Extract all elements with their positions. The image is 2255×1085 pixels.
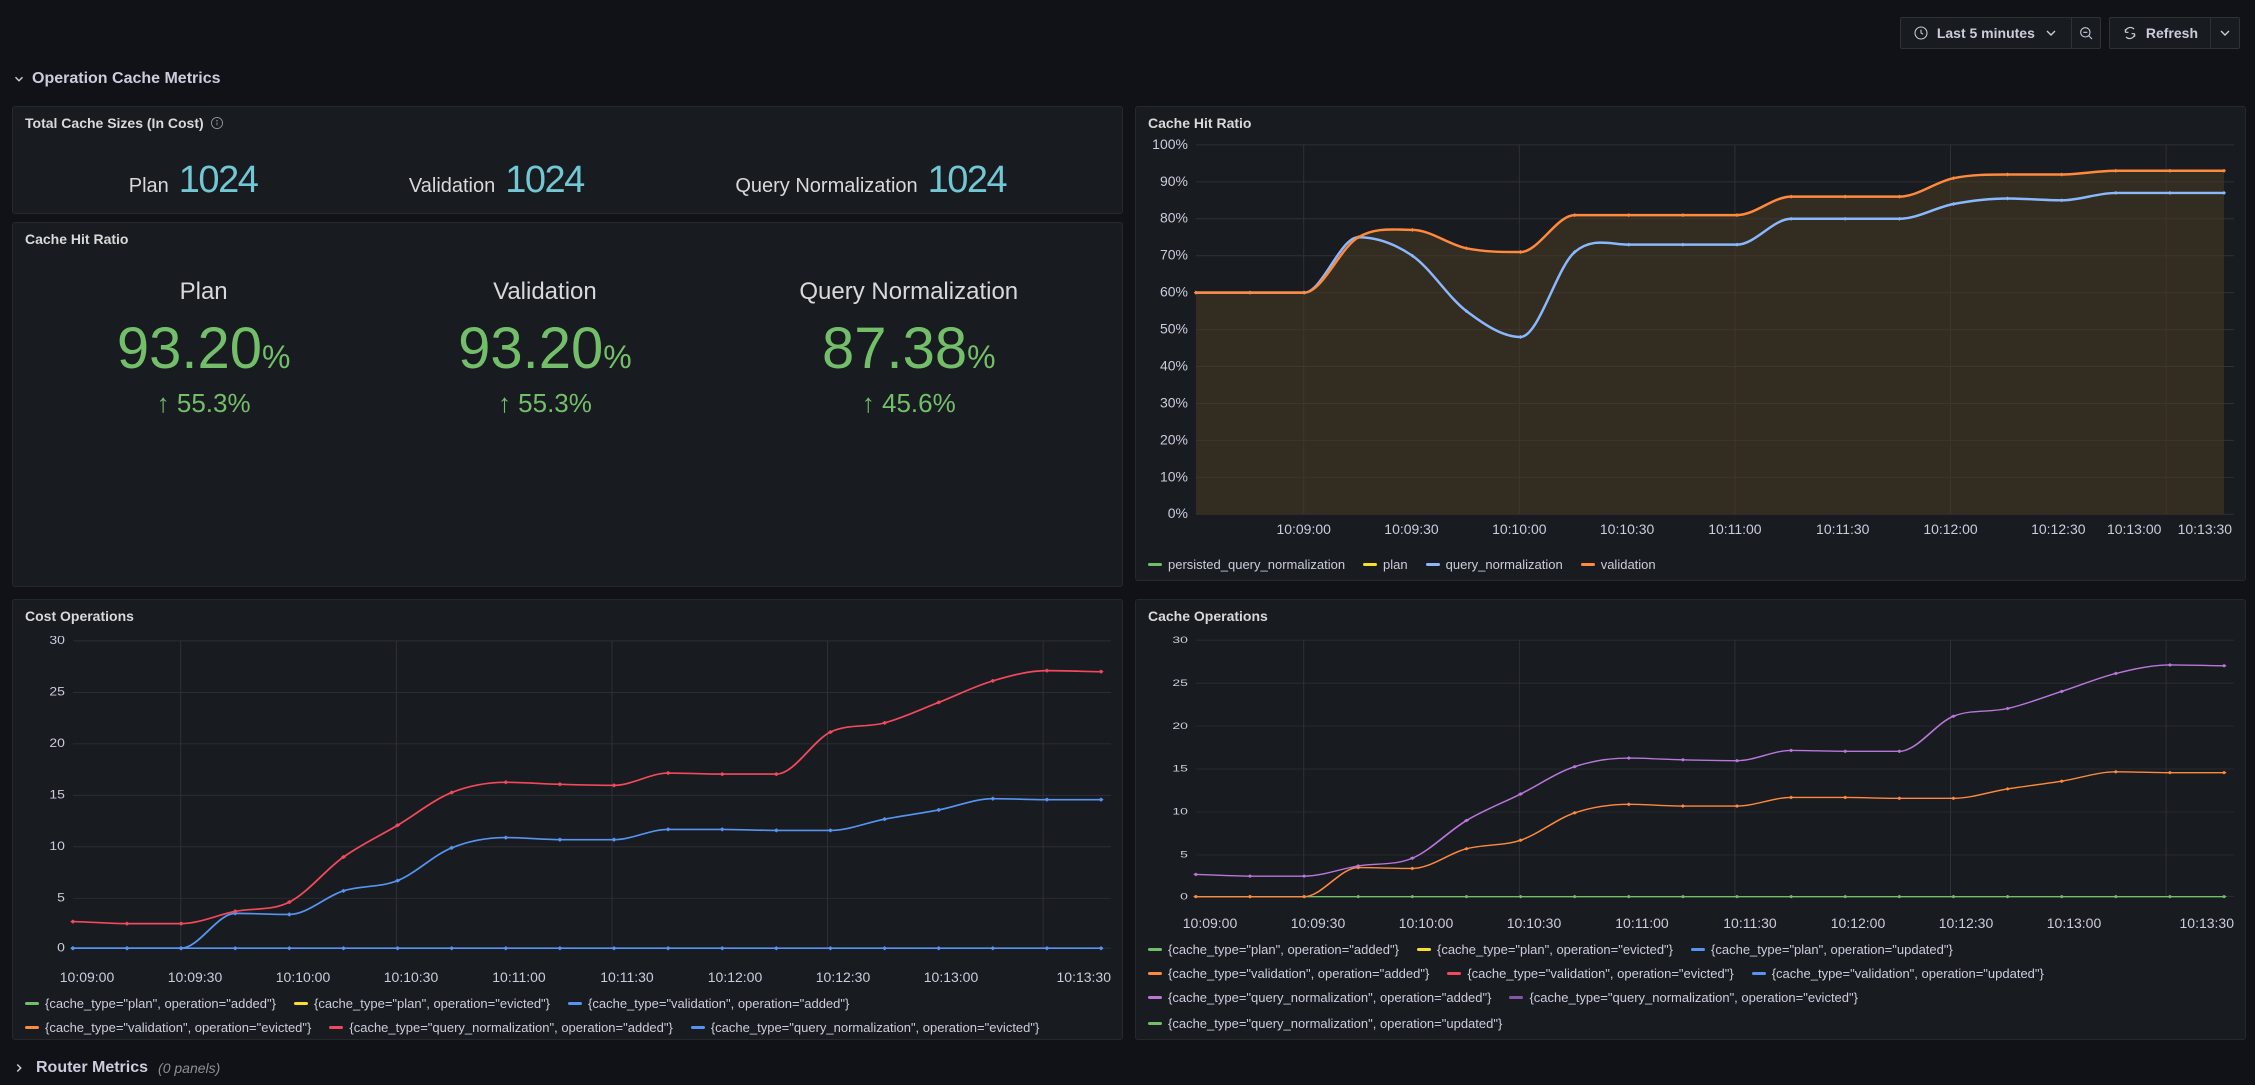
svg-text:10:09:30: 10:09:30: [1384, 521, 1439, 534]
svg-text:40%: 40%: [1160, 358, 1188, 374]
svg-text:25: 25: [1172, 677, 1188, 688]
svg-text:10: 10: [49, 839, 65, 852]
svg-text:10:11:30: 10:11:30: [1816, 521, 1870, 534]
svg-text:15: 15: [1172, 763, 1188, 774]
svg-text:10:12:00: 10:12:00: [1923, 521, 1978, 534]
svg-text:20: 20: [49, 736, 65, 749]
svg-text:30%: 30%: [1160, 394, 1188, 410]
svg-text:30: 30: [49, 636, 65, 647]
svg-text:5: 5: [57, 891, 65, 904]
svg-text:10:10:30: 10:10:30: [1600, 521, 1655, 534]
svg-text:30: 30: [1172, 636, 1188, 645]
svg-text:80%: 80%: [1160, 210, 1188, 226]
svg-text:0: 0: [57, 941, 65, 954]
svg-text:20: 20: [1172, 720, 1188, 731]
svg-text:50%: 50%: [1160, 321, 1188, 337]
svg-text:10:12:30: 10:12:30: [2031, 521, 2086, 534]
svg-text:25: 25: [49, 685, 65, 698]
svg-text:10:13:30: 10:13:30: [2178, 521, 2233, 534]
svg-text:10: 10: [1172, 806, 1188, 817]
svg-text:90%: 90%: [1160, 173, 1188, 189]
svg-text:10:10:00: 10:10:00: [1492, 521, 1547, 534]
svg-text:10:13:00: 10:13:00: [2107, 521, 2162, 534]
svg-text:10:11:00: 10:11:00: [1708, 521, 1762, 534]
svg-text:60%: 60%: [1160, 284, 1188, 300]
svg-text:100%: 100%: [1152, 139, 1188, 152]
svg-text:20%: 20%: [1160, 431, 1188, 447]
svg-text:10%: 10%: [1160, 468, 1188, 484]
svg-text:70%: 70%: [1160, 247, 1188, 263]
svg-text:15: 15: [49, 788, 65, 801]
svg-text:10:09:00: 10:09:00: [1277, 521, 1332, 534]
svg-text:0: 0: [1180, 891, 1188, 902]
svg-text:5: 5: [1180, 849, 1188, 860]
svg-text:0%: 0%: [1168, 505, 1188, 521]
